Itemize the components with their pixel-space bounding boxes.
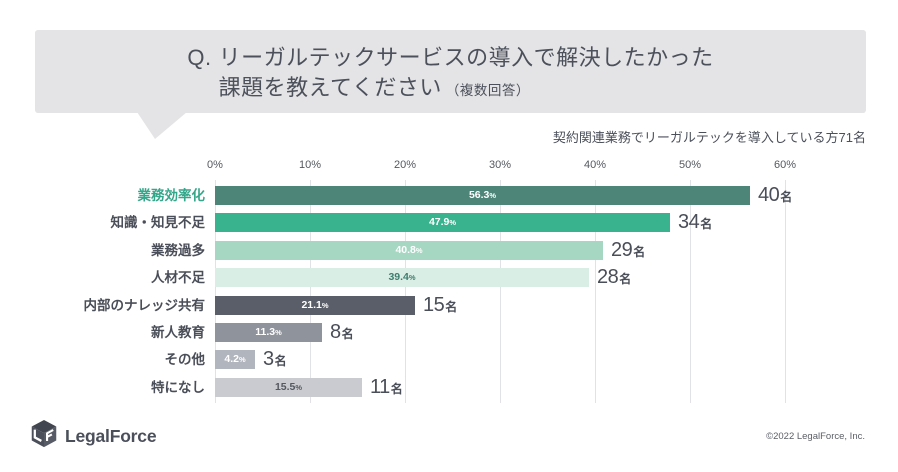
gridline bbox=[215, 180, 216, 403]
category-label: 業務効率化 bbox=[137, 188, 206, 203]
legalforce-logo: LegalForce bbox=[30, 419, 157, 453]
respondent-count: 15名 bbox=[423, 294, 458, 316]
x-axis-tick-label: 60% bbox=[773, 159, 797, 171]
respondent-count: 40名 bbox=[758, 184, 793, 206]
bar-value-label: 40.8% bbox=[395, 244, 423, 256]
copyright-text: ©2022 LegalForce, Inc. bbox=[766, 431, 865, 442]
gridline bbox=[500, 180, 501, 403]
bar-value-label: 47.9% bbox=[428, 216, 457, 228]
legalforce-cube-icon bbox=[30, 419, 58, 453]
question-prefix: Q. bbox=[187, 45, 212, 70]
category-label: その他 bbox=[164, 352, 206, 367]
bar-value-label: 56.3% bbox=[468, 189, 497, 201]
bar: 11.3% bbox=[215, 323, 322, 342]
gridline bbox=[595, 180, 596, 403]
question-bubble: Q. リーガルテックサービスの導入で解決したかった 課題を教えてください （複数回… bbox=[35, 30, 866, 113]
x-axis-tick-label: 0% bbox=[207, 159, 223, 171]
gridline bbox=[310, 180, 311, 403]
bar: 47.9% bbox=[215, 213, 670, 232]
page-title: Q. リーガルテックサービスの導入で解決したかった 課題を教えてください （複数回… bbox=[35, 30, 866, 106]
x-axis-tick-label: 40% bbox=[583, 159, 607, 171]
bar-value-label: 21.1% bbox=[301, 299, 329, 311]
gridline bbox=[690, 180, 691, 403]
title-note: （複数回答） bbox=[445, 83, 530, 98]
bar-value-label: 11.3% bbox=[255, 326, 282, 338]
bar: 4.2% bbox=[215, 350, 255, 369]
sample-note: 契約関連業務でリーガルテックを導入している方71名 bbox=[552, 130, 866, 145]
bar: 21.1% bbox=[215, 296, 415, 315]
x-axis-tick-label: 50% bbox=[678, 159, 702, 171]
speech-bubble-tail bbox=[137, 112, 187, 139]
category-label: 人材不足 bbox=[151, 270, 205, 285]
gridline bbox=[405, 180, 406, 403]
gridline bbox=[785, 180, 786, 403]
logo-wordmark: LegalForce bbox=[65, 425, 157, 446]
category-label: 新人教育 bbox=[151, 325, 205, 340]
category-label: 業務過多 bbox=[151, 243, 205, 258]
category-label: 内部のナレッジ共有 bbox=[83, 298, 206, 313]
bar-value-label: 4.2% bbox=[224, 353, 246, 365]
respondent-count: 28名 bbox=[597, 266, 632, 288]
bar: 56.3% bbox=[215, 186, 750, 205]
respondent-count: 34名 bbox=[678, 211, 713, 233]
bar-value-label: 15.5% bbox=[274, 381, 303, 393]
title-line-2: 課題を教えてください bbox=[218, 75, 442, 100]
respondent-count: 11名 bbox=[370, 376, 403, 398]
x-axis-tick-label: 10% bbox=[298, 159, 322, 171]
x-axis-tick-label: 30% bbox=[488, 159, 512, 171]
bar-value-label: 39.4% bbox=[388, 271, 416, 283]
respondent-count: 29名 bbox=[611, 239, 646, 261]
x-axis-tick-label: 20% bbox=[393, 159, 417, 171]
category-label: 特になし bbox=[151, 380, 205, 395]
title-line-1: リーガルテックサービスの導入で解決したかった bbox=[218, 45, 714, 70]
bar: 40.8% bbox=[215, 241, 603, 260]
bar: 39.4% bbox=[215, 268, 589, 287]
respondent-count: 8名 bbox=[330, 321, 354, 343]
bar: 15.5% bbox=[215, 378, 362, 397]
category-label: 知識・知見不足 bbox=[110, 215, 206, 230]
respondent-count: 3名 bbox=[263, 348, 287, 370]
